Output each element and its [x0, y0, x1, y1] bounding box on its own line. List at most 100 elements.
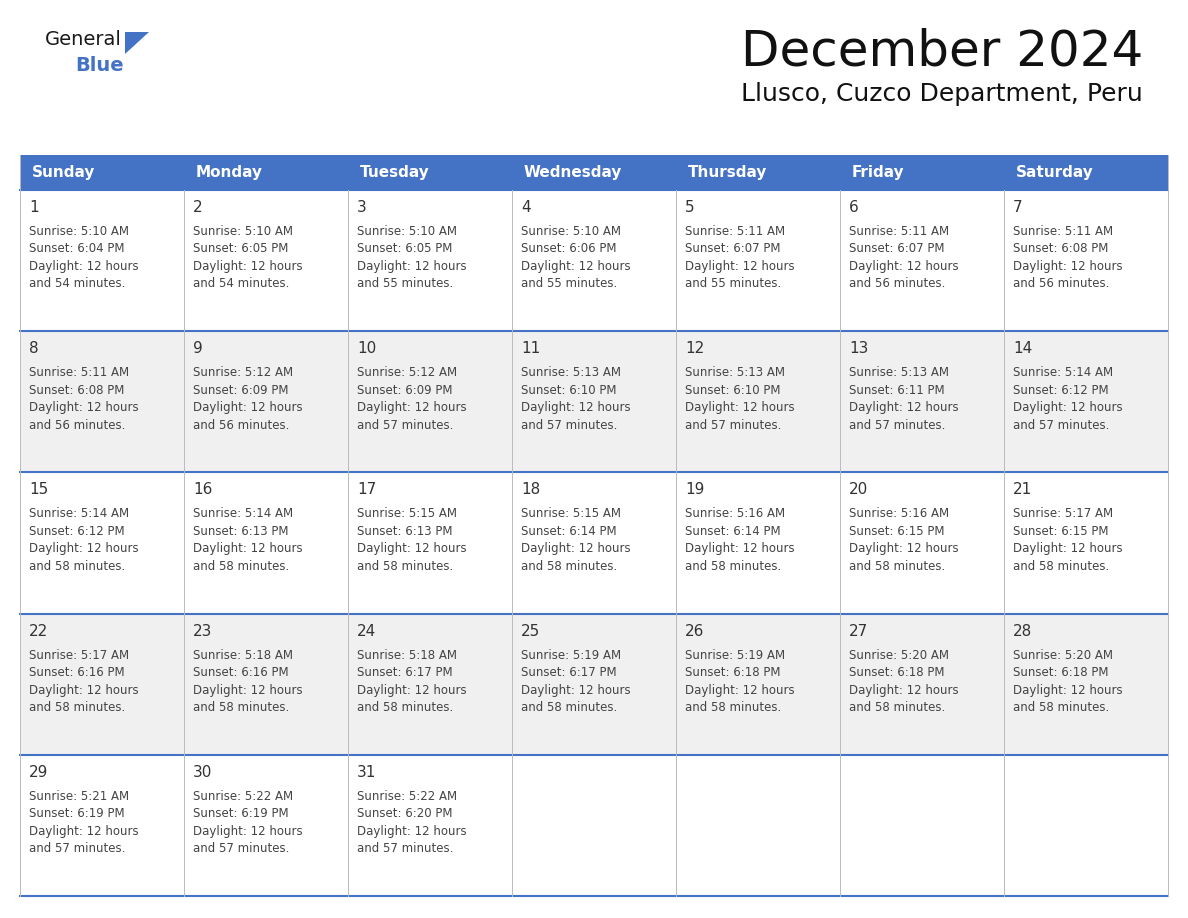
- Text: Sunset: 6:05 PM: Sunset: 6:05 PM: [192, 242, 289, 255]
- Text: Sunrise: 5:14 AM: Sunrise: 5:14 AM: [29, 508, 129, 521]
- Bar: [20, 331, 1168, 473]
- Text: and 57 minutes.: and 57 minutes.: [1013, 419, 1110, 431]
- Text: Daylight: 12 hours: Daylight: 12 hours: [1013, 401, 1123, 414]
- Text: Daylight: 12 hours: Daylight: 12 hours: [358, 824, 467, 838]
- Text: Sunrise: 5:16 AM: Sunrise: 5:16 AM: [685, 508, 785, 521]
- Bar: [840, 155, 1004, 190]
- Text: and 58 minutes.: and 58 minutes.: [849, 701, 946, 714]
- Text: Daylight: 12 hours: Daylight: 12 hours: [192, 684, 303, 697]
- Bar: [20, 755, 1168, 896]
- Text: Sunrise: 5:19 AM: Sunrise: 5:19 AM: [522, 649, 621, 662]
- Text: 9: 9: [192, 341, 203, 356]
- Text: and 58 minutes.: and 58 minutes.: [29, 560, 125, 573]
- Text: Sunset: 6:20 PM: Sunset: 6:20 PM: [358, 807, 453, 821]
- Text: Thursday: Thursday: [688, 165, 767, 180]
- Text: Sunset: 6:19 PM: Sunset: 6:19 PM: [29, 807, 125, 821]
- Text: Tuesday: Tuesday: [360, 165, 430, 180]
- Text: Friday: Friday: [852, 165, 904, 180]
- Text: 22: 22: [29, 623, 49, 639]
- Text: 25: 25: [522, 623, 541, 639]
- Text: Sunset: 6:15 PM: Sunset: 6:15 PM: [849, 525, 944, 538]
- Text: and 58 minutes.: and 58 minutes.: [685, 701, 782, 714]
- Text: Sunrise: 5:15 AM: Sunrise: 5:15 AM: [522, 508, 621, 521]
- Bar: [20, 613, 1168, 755]
- Text: Sunrise: 5:22 AM: Sunrise: 5:22 AM: [192, 789, 293, 803]
- Text: Blue: Blue: [75, 56, 124, 75]
- Text: 23: 23: [192, 623, 213, 639]
- Text: Sunset: 6:04 PM: Sunset: 6:04 PM: [29, 242, 125, 255]
- Text: 21: 21: [1013, 482, 1032, 498]
- Text: Sunset: 6:16 PM: Sunset: 6:16 PM: [29, 666, 125, 679]
- Bar: [1004, 155, 1168, 190]
- Text: Sunset: 6:05 PM: Sunset: 6:05 PM: [358, 242, 453, 255]
- Text: Daylight: 12 hours: Daylight: 12 hours: [522, 260, 631, 273]
- Text: December 2024: December 2024: [741, 27, 1143, 75]
- Text: Sunrise: 5:19 AM: Sunrise: 5:19 AM: [685, 649, 785, 662]
- Text: 29: 29: [29, 765, 49, 779]
- Text: Sunset: 6:07 PM: Sunset: 6:07 PM: [685, 242, 781, 255]
- Text: 11: 11: [522, 341, 541, 356]
- Text: Sunset: 6:08 PM: Sunset: 6:08 PM: [1013, 242, 1108, 255]
- Text: 10: 10: [358, 341, 377, 356]
- Text: Daylight: 12 hours: Daylight: 12 hours: [358, 401, 467, 414]
- Text: Sunrise: 5:11 AM: Sunrise: 5:11 AM: [685, 225, 785, 238]
- Text: Sunrise: 5:10 AM: Sunrise: 5:10 AM: [358, 225, 457, 238]
- Text: Daylight: 12 hours: Daylight: 12 hours: [29, 401, 139, 414]
- Text: 6: 6: [849, 200, 859, 215]
- Text: Sunrise: 5:18 AM: Sunrise: 5:18 AM: [358, 649, 457, 662]
- Text: Daylight: 12 hours: Daylight: 12 hours: [358, 543, 467, 555]
- Text: Sunrise: 5:11 AM: Sunrise: 5:11 AM: [849, 225, 949, 238]
- Text: Daylight: 12 hours: Daylight: 12 hours: [1013, 684, 1123, 697]
- Text: Sunrise: 5:20 AM: Sunrise: 5:20 AM: [849, 649, 949, 662]
- Text: and 58 minutes.: and 58 minutes.: [29, 701, 125, 714]
- Text: and 56 minutes.: and 56 minutes.: [29, 419, 126, 431]
- Text: 18: 18: [522, 482, 541, 498]
- Text: Daylight: 12 hours: Daylight: 12 hours: [522, 543, 631, 555]
- Bar: [348, 155, 512, 190]
- Text: Daylight: 12 hours: Daylight: 12 hours: [29, 824, 139, 838]
- Text: and 58 minutes.: and 58 minutes.: [358, 701, 454, 714]
- Text: and 56 minutes.: and 56 minutes.: [1013, 277, 1110, 290]
- Text: General: General: [45, 30, 122, 49]
- Text: Daylight: 12 hours: Daylight: 12 hours: [522, 684, 631, 697]
- Text: Sunrise: 5:12 AM: Sunrise: 5:12 AM: [358, 366, 457, 379]
- Text: Sunrise: 5:22 AM: Sunrise: 5:22 AM: [358, 789, 457, 803]
- Text: 28: 28: [1013, 623, 1032, 639]
- Text: Sunset: 6:12 PM: Sunset: 6:12 PM: [1013, 384, 1108, 397]
- Text: Sunset: 6:17 PM: Sunset: 6:17 PM: [358, 666, 453, 679]
- Text: Monday: Monday: [196, 165, 263, 180]
- Text: and 56 minutes.: and 56 minutes.: [192, 419, 290, 431]
- Text: and 57 minutes.: and 57 minutes.: [192, 843, 290, 856]
- Text: Daylight: 12 hours: Daylight: 12 hours: [849, 543, 959, 555]
- Text: 7: 7: [1013, 200, 1023, 215]
- Text: Daylight: 12 hours: Daylight: 12 hours: [849, 260, 959, 273]
- Text: Daylight: 12 hours: Daylight: 12 hours: [192, 543, 303, 555]
- Text: and 56 minutes.: and 56 minutes.: [849, 277, 946, 290]
- Bar: [20, 190, 1168, 331]
- Polygon shape: [125, 32, 148, 54]
- Text: and 55 minutes.: and 55 minutes.: [685, 277, 782, 290]
- Text: 16: 16: [192, 482, 213, 498]
- Text: Sunrise: 5:21 AM: Sunrise: 5:21 AM: [29, 789, 129, 803]
- Text: 8: 8: [29, 341, 39, 356]
- Text: Daylight: 12 hours: Daylight: 12 hours: [1013, 260, 1123, 273]
- Text: Daylight: 12 hours: Daylight: 12 hours: [685, 543, 795, 555]
- Text: and 55 minutes.: and 55 minutes.: [358, 277, 454, 290]
- Text: Sunday: Sunday: [32, 165, 95, 180]
- Text: Daylight: 12 hours: Daylight: 12 hours: [1013, 543, 1123, 555]
- Text: 5: 5: [685, 200, 695, 215]
- Bar: [512, 155, 676, 190]
- Text: and 57 minutes.: and 57 minutes.: [522, 419, 618, 431]
- Text: Sunset: 6:13 PM: Sunset: 6:13 PM: [192, 525, 289, 538]
- Text: Sunset: 6:11 PM: Sunset: 6:11 PM: [849, 384, 944, 397]
- Text: 2: 2: [192, 200, 203, 215]
- Text: Daylight: 12 hours: Daylight: 12 hours: [685, 260, 795, 273]
- Text: Daylight: 12 hours: Daylight: 12 hours: [849, 684, 959, 697]
- Text: Sunset: 6:18 PM: Sunset: 6:18 PM: [1013, 666, 1108, 679]
- Text: and 57 minutes.: and 57 minutes.: [29, 843, 126, 856]
- Text: and 54 minutes.: and 54 minutes.: [29, 277, 126, 290]
- Text: Daylight: 12 hours: Daylight: 12 hours: [849, 401, 959, 414]
- Text: Daylight: 12 hours: Daylight: 12 hours: [192, 824, 303, 838]
- Text: Saturday: Saturday: [1016, 165, 1094, 180]
- Text: Sunrise: 5:13 AM: Sunrise: 5:13 AM: [522, 366, 621, 379]
